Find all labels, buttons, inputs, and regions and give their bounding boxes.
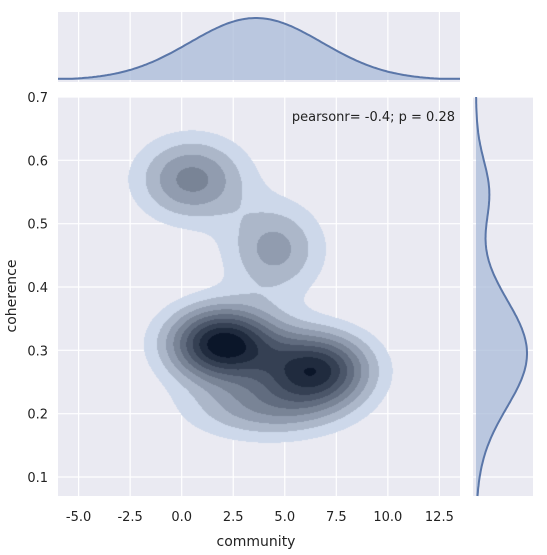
right-marginal bbox=[473, 96, 533, 497]
y-tick-label: 0.7 bbox=[27, 91, 48, 106]
y-axis-ticks: 0.1 0.2 0.3 0.4 0.5 0.6 0.7 bbox=[27, 91, 48, 486]
x-tick-label: 12.5 bbox=[425, 510, 454, 525]
y-tick-label: 0.5 bbox=[27, 218, 48, 233]
top-marginal-curve bbox=[58, 17, 460, 80]
y-tick-label: 0.2 bbox=[27, 408, 48, 423]
kde-density bbox=[58, 97, 460, 496]
x-axis-label: community bbox=[217, 534, 296, 550]
y-axis-label: coherence bbox=[4, 260, 20, 333]
y-tick-label: 0.4 bbox=[27, 281, 48, 296]
y-tick-label: 0.3 bbox=[27, 344, 48, 359]
x-tick-label: -5.0 bbox=[66, 510, 91, 525]
top-marginal bbox=[58, 12, 460, 82]
x-tick-label: 0.0 bbox=[171, 510, 192, 525]
x-tick-label: -2.5 bbox=[117, 510, 142, 525]
x-axis-ticks: -5.0 -2.5 0.0 2.5 5.0 7.5 10.0 12.5 bbox=[66, 510, 454, 525]
right-marginal-curve bbox=[475, 96, 528, 497]
pearson-annotation: pearsonr= -0.4; p = 0.28 bbox=[292, 110, 455, 125]
x-tick-label: 10.0 bbox=[373, 510, 402, 525]
x-tick-label: 5.0 bbox=[274, 510, 295, 525]
y-tick-label: 0.1 bbox=[27, 471, 48, 486]
top-marginal-fill bbox=[58, 18, 460, 80]
x-tick-label: 2.5 bbox=[223, 510, 244, 525]
x-tick-label: 7.5 bbox=[326, 510, 347, 525]
kde-plot bbox=[58, 96, 460, 496]
y-tick-label: 0.6 bbox=[27, 154, 48, 169]
